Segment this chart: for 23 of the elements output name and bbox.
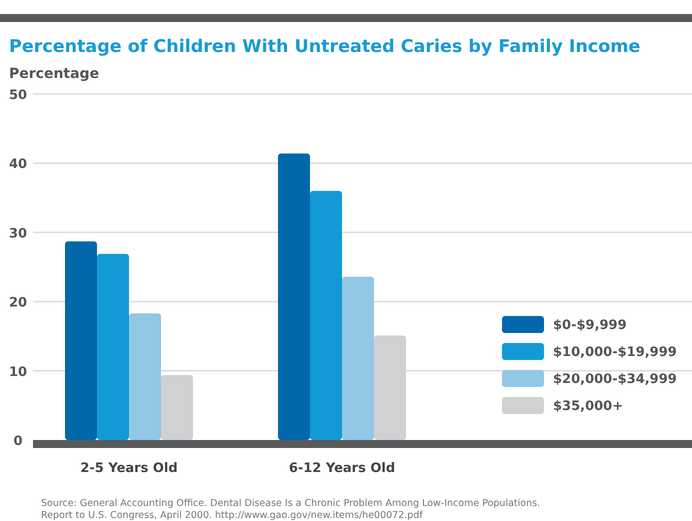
- x-tick-label: 2-5 Years Old: [80, 461, 178, 476]
- legend-label: $20,000-$34,999: [553, 372, 677, 387]
- bar: [161, 374, 193, 440]
- y-tick-label: 0: [13, 434, 23, 449]
- legend-label: $0-$9,999: [553, 318, 627, 333]
- y-tick-label: 10: [8, 364, 28, 380]
- bar: [97, 254, 129, 440]
- y-tick-label: 50: [8, 88, 28, 103]
- y-axis-title: Percentage: [9, 66, 100, 82]
- bar: [278, 154, 310, 440]
- x-tick-label: 6-12 Years Old: [288, 461, 396, 476]
- bar: [342, 276, 374, 440]
- bar: [374, 336, 406, 440]
- legend-label: $10,000-$19,999: [553, 345, 677, 360]
- bar: [65, 241, 97, 440]
- bar: [310, 190, 342, 440]
- y-tick-label: 20: [8, 296, 28, 311]
- chart-title: Percentage of Children With Untreated Caries by Family Income: [9, 37, 640, 57]
- source-note: Source: General Accounting Office. Dental Disease Is a Chronic Problem Among Low-Income Populations. Report to U.S. Congress, April 2000. http://www.gao.gov/new.items/he00072.pdf: [41, 498, 540, 521]
- y-tick-label: 30: [8, 226, 28, 242]
- legend-label: $35,000+: [553, 399, 624, 414]
- y-tick-label: 40: [8, 157, 28, 172]
- bar: [129, 313, 161, 440]
